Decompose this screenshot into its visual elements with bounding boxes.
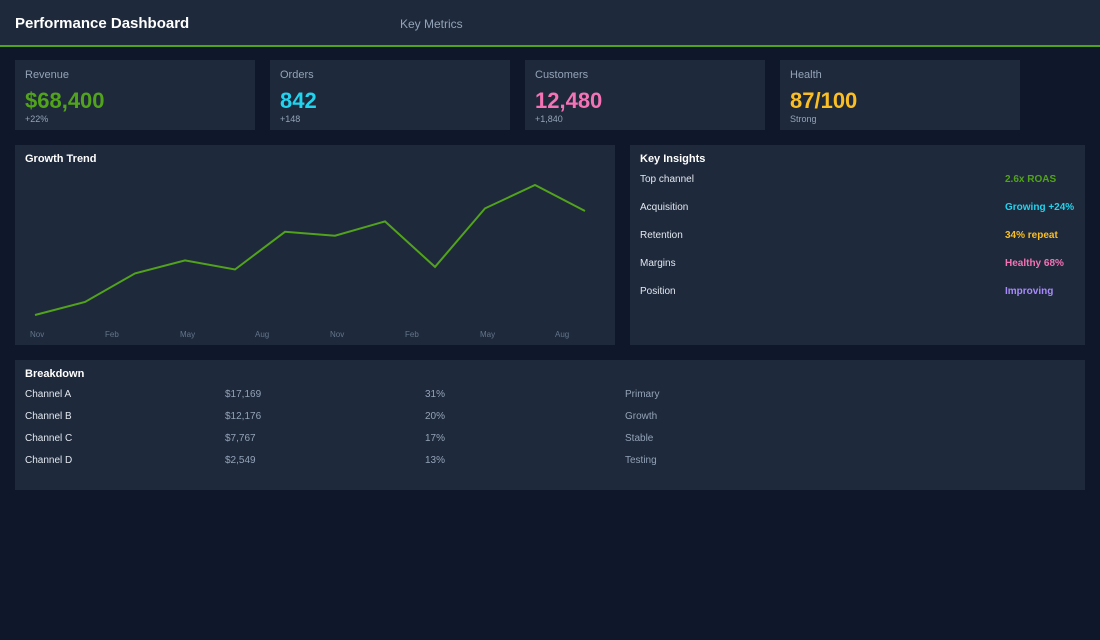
nav-key-metrics[interactable]: Key Metrics (400, 17, 463, 31)
channel-share: 17% (425, 433, 446, 444)
kpi-change: +1,840 (535, 114, 563, 124)
insight-label: Top channel (640, 174, 694, 185)
kpi-card-customers: Customers 12,480 +1,840 (525, 60, 765, 130)
channel-revenue: $12,176 (225, 411, 262, 422)
panel-title: Breakdown (25, 368, 85, 380)
insight-label: Acquisition (640, 202, 689, 213)
channel-name: Channel D (25, 455, 73, 466)
x-tick-label: Aug (555, 330, 569, 339)
kpi-value: 12,480 (535, 88, 603, 113)
x-tick-label: Feb (105, 330, 119, 339)
kpi-card-orders: Orders 842 +148 (270, 60, 510, 130)
channel-revenue: $7,767 (225, 433, 256, 444)
table-row: Channel A $17,169 31% Primary (25, 389, 1085, 403)
channel-share: 20% (425, 411, 446, 422)
insight-label: Position (640, 286, 676, 297)
panel-title: Key Insights (640, 153, 706, 165)
x-tick-label: Aug (255, 330, 269, 339)
growth-trend-panel: Growth Trend Nov Feb May Aug Nov Feb May Aug (15, 145, 615, 345)
channel-revenue: $17,169 (225, 389, 262, 400)
channel-name: Channel B (25, 411, 72, 422)
table-row: Channel D $2,549 13% Testing (25, 455, 1085, 469)
channel-share: 13% (425, 455, 446, 466)
x-tick-label: Nov (330, 330, 344, 339)
insight-row: Retention 34% repeat (640, 230, 1075, 244)
channel-status: Testing (625, 455, 657, 466)
channel-name: Channel C (25, 433, 73, 444)
insight-label: Margins (640, 258, 676, 269)
key-insights-panel: Key Insights Top channel 2.6x ROAS Acquis… (630, 145, 1085, 345)
page-title: Performance Dashboard (15, 15, 190, 32)
kpi-card-health: Health 87/100 Strong (780, 60, 1020, 130)
insight-row: Top channel 2.6x ROAS (640, 174, 1075, 188)
insight-row: Acquisition Growing +24% (640, 202, 1075, 216)
kpi-label: Orders (280, 69, 314, 81)
table-row: Channel C $7,767 17% Stable (25, 433, 1085, 447)
channel-name: Channel A (25, 389, 72, 400)
insight-row: Position Improving (640, 286, 1075, 300)
insight-value: Healthy 68% (1005, 258, 1064, 269)
insight-value: 34% repeat (1005, 230, 1058, 241)
series-line (34, 183, 586, 316)
header: Performance Dashboard Key Metrics (0, 0, 1100, 47)
x-tick-label: May (480, 330, 495, 339)
insight-value: 2.6x ROAS (1005, 174, 1057, 185)
panel-title: Growth Trend (25, 153, 97, 165)
kpi-card-revenue: Revenue $68,400 +22% (15, 60, 255, 130)
kpi-label: Revenue (25, 69, 70, 81)
kpi-value: 842 (280, 88, 317, 113)
kpi-label: Customers (535, 69, 589, 81)
channel-status: Growth (625, 411, 658, 422)
x-tick-label: Feb (405, 330, 419, 339)
insight-label: Retention (640, 230, 683, 241)
channel-status: Primary (625, 389, 660, 400)
channel-share: 31% (425, 389, 446, 400)
kpi-value: $68,400 (25, 88, 105, 113)
table-row: Channel B $12,176 20% Growth (25, 411, 1085, 425)
kpi-value: 87/100 (790, 88, 858, 113)
x-tick-label: May (180, 330, 195, 339)
channel-revenue: $2,549 (225, 455, 256, 466)
kpi-change: Strong (790, 114, 817, 124)
kpi-change: +148 (280, 114, 301, 124)
insight-value: Improving (1005, 286, 1054, 297)
insight-row: Margins Healthy 68% (640, 258, 1075, 272)
insight-value: Growing +24% (1005, 202, 1075, 213)
kpi-change: +22% (25, 114, 49, 124)
channel-status: Stable (625, 433, 654, 444)
x-tick-label: Nov (30, 330, 44, 339)
growth-trend-chart: Nov Feb May Aug Nov Feb May Aug (30, 183, 586, 339)
kpi-label: Health (790, 69, 822, 81)
breakdown-panel: Breakdown Channel A $17,169 31% Primary C… (15, 360, 1085, 490)
